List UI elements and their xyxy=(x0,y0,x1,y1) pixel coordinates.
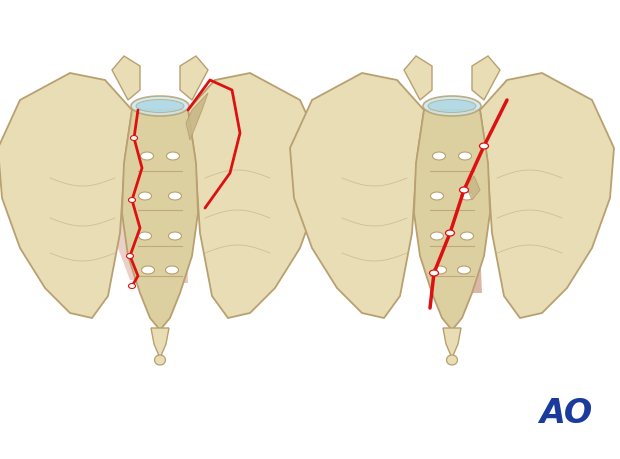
Polygon shape xyxy=(112,110,144,280)
Ellipse shape xyxy=(479,143,489,149)
Ellipse shape xyxy=(167,152,180,160)
Ellipse shape xyxy=(166,266,179,274)
Polygon shape xyxy=(190,80,265,168)
Ellipse shape xyxy=(423,96,481,116)
Ellipse shape xyxy=(141,266,154,274)
Ellipse shape xyxy=(461,232,474,240)
Ellipse shape xyxy=(461,192,474,200)
Ellipse shape xyxy=(446,355,458,365)
Ellipse shape xyxy=(138,232,151,240)
Ellipse shape xyxy=(433,152,446,160)
Polygon shape xyxy=(188,73,322,318)
Ellipse shape xyxy=(141,152,154,160)
Ellipse shape xyxy=(459,187,469,193)
Ellipse shape xyxy=(430,192,443,200)
Ellipse shape xyxy=(128,197,136,202)
Ellipse shape xyxy=(458,266,471,274)
Ellipse shape xyxy=(433,266,446,274)
Ellipse shape xyxy=(126,253,133,258)
Polygon shape xyxy=(466,176,480,200)
Polygon shape xyxy=(138,110,188,283)
Ellipse shape xyxy=(459,152,471,160)
Ellipse shape xyxy=(428,100,476,112)
Polygon shape xyxy=(474,90,552,163)
Polygon shape xyxy=(112,56,140,100)
Ellipse shape xyxy=(131,96,189,116)
Polygon shape xyxy=(290,73,424,318)
Polygon shape xyxy=(186,93,208,140)
Ellipse shape xyxy=(128,284,136,289)
Polygon shape xyxy=(432,110,482,293)
Polygon shape xyxy=(443,328,461,358)
Polygon shape xyxy=(480,73,614,318)
Polygon shape xyxy=(122,110,198,330)
Ellipse shape xyxy=(136,100,184,112)
Ellipse shape xyxy=(169,232,182,240)
Polygon shape xyxy=(472,56,500,100)
Ellipse shape xyxy=(169,192,182,200)
Ellipse shape xyxy=(154,355,166,365)
Ellipse shape xyxy=(430,232,443,240)
Polygon shape xyxy=(180,56,208,100)
Ellipse shape xyxy=(446,230,454,236)
Ellipse shape xyxy=(430,270,438,276)
Polygon shape xyxy=(404,56,432,100)
Polygon shape xyxy=(414,110,490,330)
Ellipse shape xyxy=(130,135,138,140)
Polygon shape xyxy=(151,328,169,358)
Ellipse shape xyxy=(138,192,151,200)
Text: AO: AO xyxy=(539,397,592,430)
Polygon shape xyxy=(0,73,132,318)
